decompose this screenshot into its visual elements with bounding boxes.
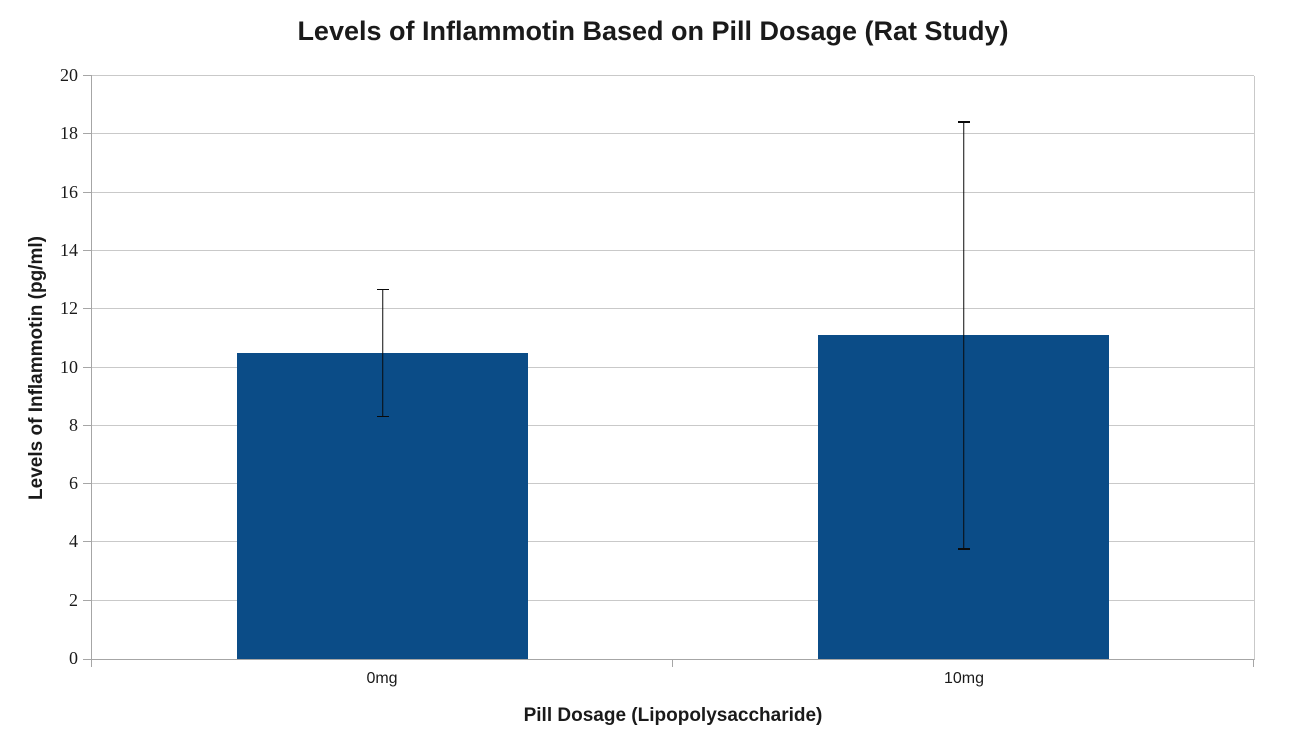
y-tick-mark (83, 191, 92, 193)
y-tick-mark (83, 366, 92, 368)
y-gridline (92, 133, 1254, 135)
y-gridline (92, 541, 1254, 543)
plot-area: 0 2 4 6 8 10 12 14 16 18 20 (60, 65, 1255, 668)
y-tick-mark (83, 483, 92, 485)
error-bar-0mg (376, 288, 389, 418)
x-tick-label-0mg: 0mg (366, 670, 398, 687)
y-gridline (92, 191, 1254, 193)
error-bar-10mg (957, 121, 970, 550)
error-bar-cap-bottom (957, 548, 970, 550)
y-tick-mark (83, 541, 92, 543)
x-tick-mark (1253, 660, 1254, 667)
error-bar-cap-bottom (376, 415, 389, 418)
y-tick-label: 10 (60, 356, 78, 377)
y-gridline (92, 483, 1254, 485)
y-gridline (92, 308, 1254, 310)
y-gridline (92, 424, 1254, 426)
y-tick-mark (83, 75, 92, 76)
y-gridline (92, 366, 1254, 368)
y-tick-mark (83, 308, 92, 310)
y-tick-mark (83, 249, 92, 251)
error-bar-cap-top (376, 288, 389, 291)
chart-title: Levels of Inflammotin Based on Pill Dosa… (297, 16, 1009, 46)
x-axis-labels: 0mg 10mg (91, 670, 1255, 692)
y-tick-label: 4 (69, 531, 78, 552)
error-bar-line (381, 288, 384, 418)
y-gridline (92, 75, 1254, 76)
x-tick-mark (672, 660, 673, 667)
x-tick-label-10mg: 10mg (943, 670, 985, 687)
y-tick-label: 12 (60, 298, 78, 319)
y-tick-mark (83, 599, 92, 601)
x-axis-title: Pill Dosage (Lipopolysaccharide) (523, 705, 823, 726)
error-bar-cap-top (957, 121, 970, 123)
y-tick-mark (83, 424, 92, 426)
y-tick-label: 2 (69, 589, 78, 610)
error-bar-line (962, 121, 965, 550)
y-tick-label: 0 (69, 648, 78, 669)
x-tick-mark (91, 660, 92, 667)
y-tick-label: 20 (60, 65, 78, 86)
y-tick-label: 18 (60, 123, 78, 144)
y-tick-label: 16 (60, 181, 78, 202)
y-tick-label: 6 (69, 473, 78, 494)
y-tick-label: 14 (60, 239, 78, 260)
y-tick-label: 8 (69, 414, 78, 435)
y-gridline (92, 599, 1254, 601)
y-tick-mark (83, 133, 92, 135)
y-gridline (92, 249, 1254, 251)
y-tick-mark (83, 659, 92, 660)
